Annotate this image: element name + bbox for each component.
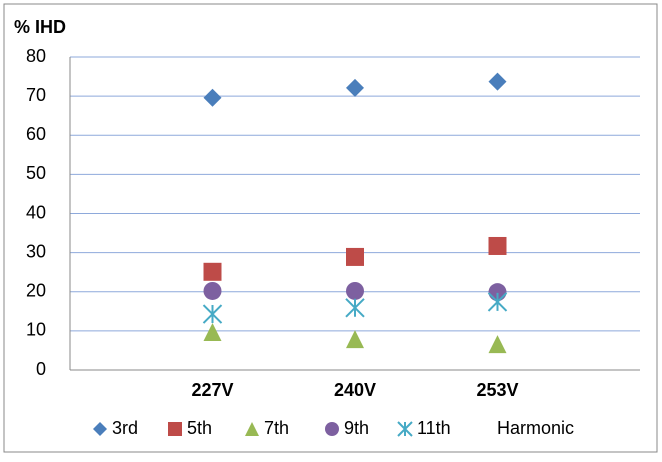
marker-diamond (488, 72, 507, 91)
x-tick-label: 240V (334, 380, 376, 400)
marker-circle (203, 281, 222, 300)
y-tick-label: 0 (36, 359, 46, 379)
y-tick-label: 10 (26, 320, 46, 340)
legend-label: 9th (344, 418, 369, 438)
x-tick-label: 227V (191, 380, 233, 400)
y-axis-label: % IHD (14, 17, 66, 37)
legend-label: 5th (187, 418, 212, 438)
y-tick-label: 60 (26, 124, 46, 144)
marker-diamond (93, 422, 107, 436)
marker-star (345, 298, 365, 318)
marker-triangle (203, 323, 222, 342)
legend-label: 7th (264, 418, 289, 438)
marker-triangle (488, 335, 507, 354)
legend-label: Harmonic (497, 418, 574, 438)
y-tick-label: 20 (26, 281, 46, 301)
marker-diamond (346, 78, 364, 97)
marker-triangle (346, 330, 364, 349)
x-tick-label: 253V (476, 380, 518, 400)
y-tick-label: 50 (26, 163, 46, 183)
marker-square (488, 236, 507, 255)
y-tick-label: 80 (26, 46, 46, 66)
marker-square (168, 422, 182, 436)
y-tick-label: 70 (26, 85, 46, 105)
marker-diamond (203, 88, 222, 107)
y-tick-label: 40 (26, 202, 46, 222)
legend-label: 3rd (112, 418, 138, 438)
marker-triangle (245, 422, 259, 436)
marker-star (397, 421, 413, 437)
legend-label: 11th (417, 418, 451, 438)
marker-square (203, 262, 222, 281)
marker-circle (346, 281, 364, 300)
y-tick-label: 30 (26, 241, 46, 261)
marker-star (202, 304, 223, 324)
marker-square (346, 247, 364, 266)
marker-circle (325, 422, 339, 436)
chart-border (3, 3, 658, 453)
marker-star (487, 292, 508, 312)
